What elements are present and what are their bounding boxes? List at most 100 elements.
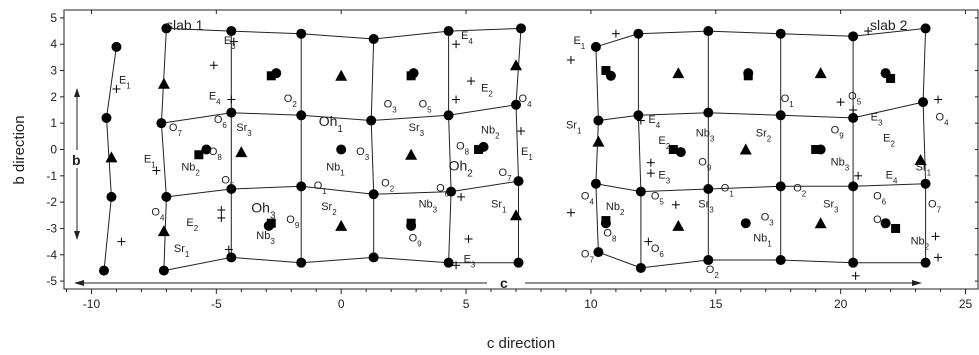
site-label: E3 xyxy=(871,112,883,128)
lattice-row-line xyxy=(598,251,926,269)
lattice-lines xyxy=(103,27,927,272)
site-label: Sr1 xyxy=(174,243,190,259)
site-label-subscript: 7 xyxy=(177,129,182,138)
site-label: O7 xyxy=(499,167,513,183)
site-label: Sr3 xyxy=(823,198,839,214)
plus-marker xyxy=(517,127,525,136)
site-label-subscript: 2 xyxy=(495,131,500,140)
plus-marker xyxy=(646,158,655,167)
site-label-subscript: 2 xyxy=(332,208,337,217)
triangle-marker xyxy=(335,69,348,81)
circle-marker xyxy=(703,255,714,266)
site-label-subscript: 7 xyxy=(937,205,942,214)
site-label-subscript: 2 xyxy=(666,142,671,151)
site-label-subscript: 2 xyxy=(390,184,395,193)
circle-marker xyxy=(920,257,931,268)
plus-marker xyxy=(864,27,873,36)
site-label: Nb3 xyxy=(831,156,850,172)
x-tick-label: 5 xyxy=(463,297,470,311)
site-label: O3 xyxy=(384,98,398,114)
site-label-subscript: 1 xyxy=(789,100,794,109)
square-marker xyxy=(194,150,204,160)
site-label: O8 xyxy=(873,214,887,230)
plus-marker xyxy=(611,29,620,38)
plus-marker xyxy=(152,166,161,175)
plus-marker xyxy=(217,206,226,215)
circle-marker xyxy=(443,110,454,121)
site-label-subscript: 2 xyxy=(714,271,719,280)
site-label: O5 xyxy=(419,98,433,114)
plus-marker xyxy=(931,232,940,241)
plus-marker xyxy=(671,200,680,209)
site-label: O4 xyxy=(936,112,950,128)
site-label: Oh2 xyxy=(449,158,474,180)
triangle-marker xyxy=(739,143,752,155)
circle-marker xyxy=(446,186,457,197)
plus-marker xyxy=(457,192,466,201)
site-label: O7 xyxy=(581,248,595,264)
site-label-subscript: 6 xyxy=(445,189,450,198)
site-label: O1 xyxy=(721,183,735,199)
circle-marker xyxy=(920,178,931,189)
circle-marker xyxy=(635,262,646,273)
site-label-subscript: 3 xyxy=(471,260,476,269)
lattice-column-line xyxy=(637,33,642,268)
site-label-subscript: 2 xyxy=(620,208,625,217)
site-label: E1 xyxy=(573,35,585,51)
y-tick-label: 3 xyxy=(50,64,57,78)
y-tick-label: 5 xyxy=(50,11,57,25)
y-tick-label: 0 xyxy=(50,143,57,157)
site-label: O3 xyxy=(761,212,775,228)
y-tick-label: -1 xyxy=(46,169,57,183)
site-label: O2 xyxy=(793,183,807,199)
site-label: Oh3 xyxy=(251,200,276,222)
site-label-subscript: 4 xyxy=(656,121,661,130)
triangle-marker xyxy=(157,225,170,237)
circle-marker xyxy=(443,26,454,37)
site-label: Nb3 xyxy=(696,127,715,143)
square-marker xyxy=(601,216,611,226)
circle-marker xyxy=(740,218,751,229)
lattice-column-line xyxy=(922,28,927,263)
plus-marker xyxy=(229,37,238,46)
site-label-subscript: 3 xyxy=(709,205,714,214)
circle-marker xyxy=(703,107,714,118)
plus-marker xyxy=(934,95,943,104)
y-tick-label: 4 xyxy=(50,37,57,51)
circle-marker xyxy=(703,26,714,37)
circle-marker xyxy=(156,118,167,129)
plus-marker xyxy=(227,95,236,104)
site-label: Sr1 xyxy=(491,198,507,214)
circle-marker xyxy=(590,178,601,189)
site-label-subscript: 9 xyxy=(295,221,300,230)
site-label: E4 xyxy=(209,90,221,106)
site-label-subscript: 9 xyxy=(707,163,712,172)
site-label-subscript: 1 xyxy=(337,123,343,134)
site-label: O9 xyxy=(286,214,300,230)
circle-marker xyxy=(593,115,604,126)
site-label-subscript: 8 xyxy=(217,152,222,161)
triangle-marker xyxy=(510,209,523,221)
plus-marker xyxy=(452,40,461,49)
site-label-subscript: 3 xyxy=(710,134,715,143)
square-marker xyxy=(668,145,678,154)
site-label-subscript: 2 xyxy=(195,168,200,177)
circle-marker xyxy=(590,41,601,52)
site-label-subscript: 1 xyxy=(185,250,190,259)
site-label: O5 xyxy=(651,191,665,207)
plus-marker xyxy=(836,98,845,107)
circle-marker xyxy=(848,181,859,192)
triangle-marker xyxy=(814,217,827,229)
site-label-subscript: 5 xyxy=(857,97,862,106)
x-tick-label: -5 xyxy=(211,297,222,311)
plus-marker xyxy=(112,84,121,93)
site-label: E3 xyxy=(464,254,476,270)
lattice-row-line xyxy=(595,27,926,48)
site-label: Nb3 xyxy=(419,198,438,214)
lattice-row-line xyxy=(166,27,522,40)
x-tick-label: 15 xyxy=(709,297,723,311)
site-label: Sr2 xyxy=(321,201,337,217)
site-label: O8 xyxy=(603,227,617,243)
circle-marker xyxy=(635,186,646,197)
